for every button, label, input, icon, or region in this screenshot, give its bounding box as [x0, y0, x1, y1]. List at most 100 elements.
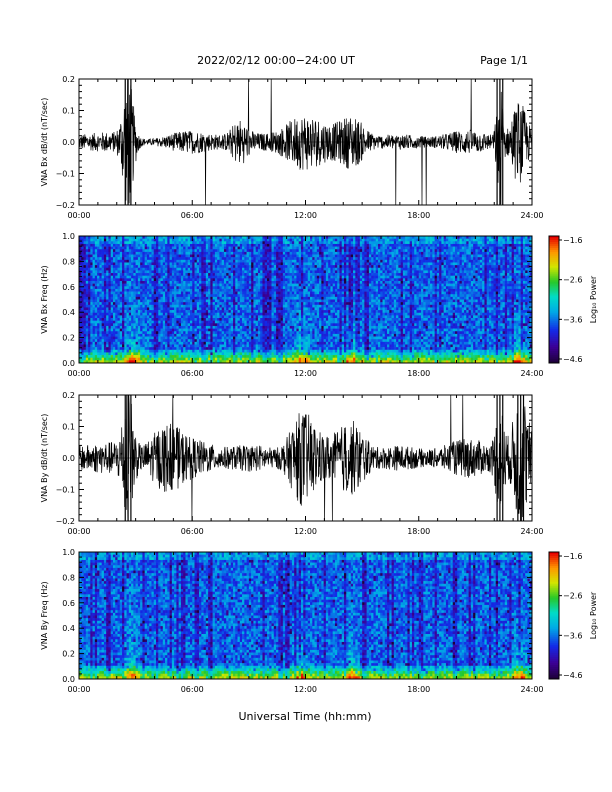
heatmap-cell [240, 307, 243, 310]
heatmap-cell [226, 315, 229, 318]
heatmap-cell [190, 352, 193, 355]
heatmap-cell [88, 323, 91, 326]
heatmap-cell [84, 257, 87, 260]
heatmap-cell [256, 289, 259, 292]
heatmap-cell [247, 289, 250, 292]
heatmap-cell [206, 247, 209, 250]
heatmap-cell [156, 257, 159, 260]
heatmap-cell [224, 347, 227, 350]
heatmap-cell [154, 305, 157, 308]
heatmap-cell [247, 334, 250, 337]
heatmap-cell [267, 313, 270, 316]
heatmap-cell [172, 350, 175, 353]
heatmap-cell [138, 315, 141, 318]
heatmap-cell [129, 292, 132, 295]
heatmap-cell [133, 268, 136, 271]
heatmap-cell [120, 318, 123, 321]
heatmap-cell [231, 284, 234, 287]
heatmap-cell [104, 270, 107, 273]
heatmap-cell [165, 252, 168, 255]
heatmap-cell [90, 239, 93, 242]
heatmap-cell [147, 270, 150, 273]
heatmap-cell [88, 268, 91, 271]
heatmap-cell [104, 255, 107, 258]
heatmap-cell [285, 337, 288, 340]
heatmap-cell [138, 355, 141, 358]
heatmap-cell [195, 244, 198, 247]
heatmap-cell [235, 262, 238, 265]
heatmap-cell [90, 331, 93, 334]
heatmap-cell [165, 337, 168, 340]
heatmap-cell [208, 321, 211, 324]
heatmap-cell [287, 286, 290, 289]
heatmap-cell [174, 244, 177, 247]
heatmap-cell [219, 355, 222, 358]
heatmap-cell [149, 260, 152, 263]
heatmap-cell [299, 249, 302, 252]
heatmap-cell [145, 344, 148, 347]
heatmap-cell [267, 342, 270, 345]
heatmap-cell [219, 347, 222, 350]
heatmap-cell [208, 302, 211, 305]
heatmap-cell [113, 321, 116, 324]
heatmap-cell [95, 241, 98, 244]
heatmap-cell [306, 249, 309, 252]
heatmap-cell [276, 347, 279, 350]
heatmap-cell [256, 297, 259, 300]
heatmap-cell [192, 292, 195, 295]
heatmap-cell [283, 326, 286, 329]
heatmap-cell [120, 342, 123, 345]
heatmap-cell [242, 255, 245, 258]
heatmap-cell [97, 307, 100, 310]
heatmap-cell [145, 284, 148, 287]
heatmap-cell [228, 344, 231, 347]
heatmap-cell [93, 284, 96, 287]
heatmap-cell [195, 321, 198, 324]
heatmap-cell [208, 289, 211, 292]
heatmap-cell [156, 305, 159, 308]
heatmap-cell [172, 247, 175, 250]
heatmap-cell [188, 239, 191, 242]
heatmap-cell [303, 337, 306, 340]
heatmap-cell [235, 337, 238, 340]
heatmap-cell [219, 352, 222, 355]
heatmap-cell [127, 257, 130, 260]
heatmap-cell [167, 239, 170, 242]
heatmap-cell [215, 249, 218, 252]
heatmap-cell [278, 347, 281, 350]
heatmap-cell [154, 337, 157, 340]
heatmap-cell [294, 350, 297, 353]
heatmap-cell [303, 297, 306, 300]
heatmap-cell [260, 352, 263, 355]
heatmap-cell [120, 273, 123, 276]
heatmap-cell [249, 241, 252, 244]
heatmap-cell [213, 307, 216, 310]
heatmap-cell [102, 284, 105, 287]
heatmap-cell [204, 244, 207, 247]
heatmap-cell [195, 292, 198, 295]
heatmap-cell [224, 313, 227, 316]
heatmap-cell [86, 249, 89, 252]
heatmap-cell [140, 344, 143, 347]
heatmap-cell [233, 355, 236, 358]
heatmap-cell [99, 278, 102, 281]
heatmap-cell [251, 344, 254, 347]
heatmap-cell [224, 315, 227, 318]
heatmap-cell [276, 268, 279, 271]
heatmap-cell [179, 350, 182, 353]
heatmap-cell [145, 331, 148, 334]
heatmap-cell [274, 310, 277, 313]
heatmap-cell [174, 358, 177, 361]
heatmap-cell [217, 323, 220, 326]
heatmap-cell [165, 339, 168, 342]
heatmap-cell [122, 239, 125, 242]
heatmap-cell [222, 257, 225, 260]
heatmap-cell [272, 247, 275, 250]
heatmap-cell [176, 262, 179, 265]
heatmap-cell [238, 241, 241, 244]
heatmap-cell [253, 276, 256, 279]
heatmap-cell [93, 300, 96, 303]
heatmap-cell [161, 255, 164, 258]
heatmap-cell [231, 305, 234, 308]
heatmap-cell [167, 305, 170, 308]
